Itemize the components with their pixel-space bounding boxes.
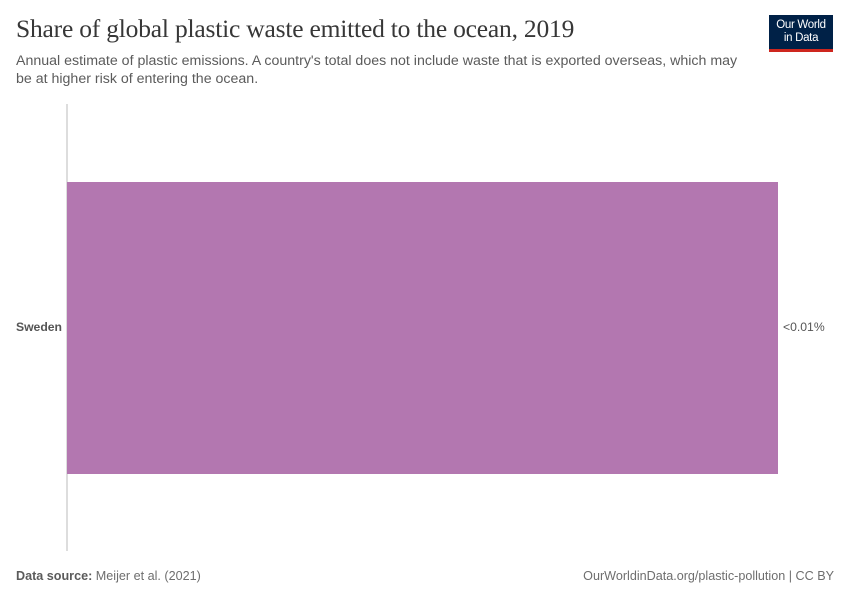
chart-subtitle: Annual estimate of plastic emissions. A …	[16, 53, 738, 87]
y-axis-line	[66, 104, 68, 551]
footer-url-license[interactable]: OurWorldinData.org/plastic-pollution | C…	[583, 569, 834, 583]
data-source-label: Data source:	[16, 569, 93, 583]
category-label-sweden: Sweden	[15, 320, 62, 334]
chart-title: Share of global plastic waste emitted to…	[16, 14, 575, 43]
logo-line-1: Our World	[776, 19, 826, 31]
data-source: Data source: Meijer et al. (2021)	[16, 569, 201, 583]
data-source-value[interactable]: Meijer et al. (2021)	[95, 569, 201, 583]
logo-line-2: in Data	[783, 32, 819, 44]
owid-logo[interactable]: Our World in Data	[769, 15, 833, 52]
value-label-sweden: <0.01%	[783, 320, 825, 334]
bar-sweden[interactable]	[67, 182, 778, 474]
